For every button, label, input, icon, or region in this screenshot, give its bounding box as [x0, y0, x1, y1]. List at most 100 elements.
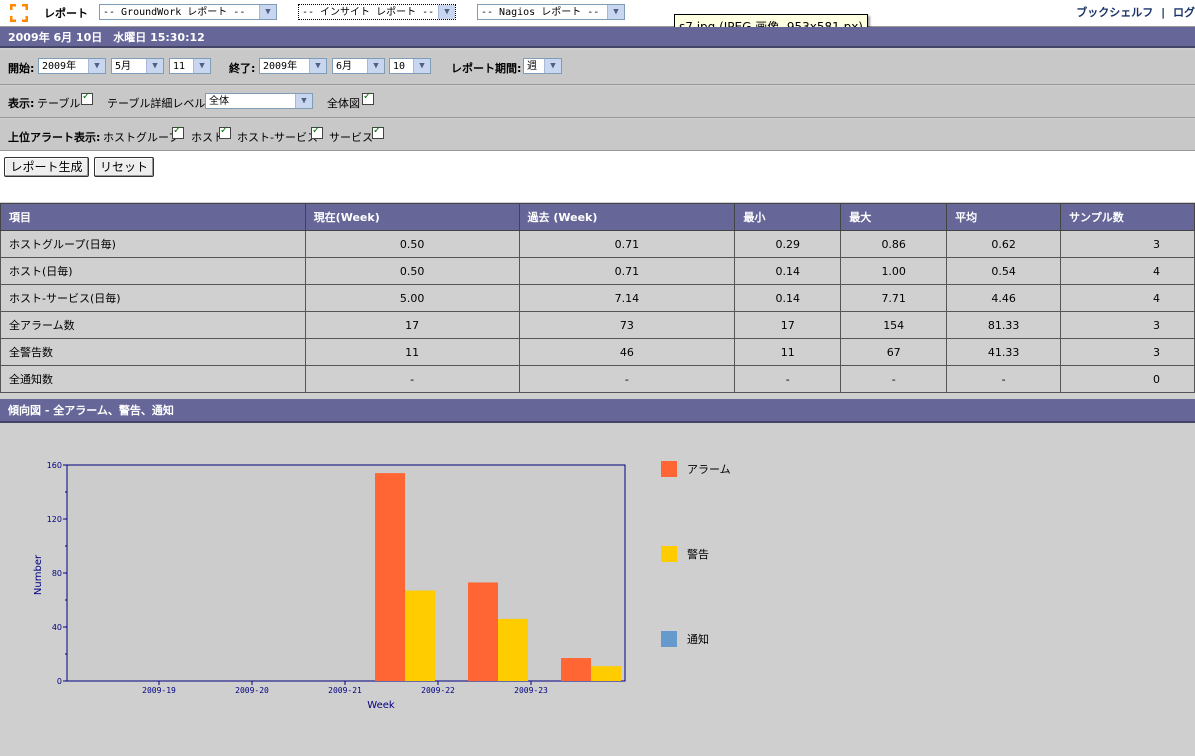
period-select[interactable]: 週 ▼: [523, 58, 562, 74]
cell-avg: 0.54: [946, 257, 1062, 285]
cell-avg: -: [946, 365, 1062, 393]
cell-samples: 4: [1060, 284, 1195, 312]
table-row: 全通知数 - - - - - 0: [0, 365, 1195, 393]
cell-max: 154: [840, 311, 948, 339]
top-links: ブックシェルフ | ログ: [1072, 4, 1195, 20]
cell-max: 67: [840, 338, 948, 366]
start-day-select[interactable]: 11 ▼: [169, 58, 211, 74]
host-service-checkbox[interactable]: [311, 125, 323, 139]
start-day-value: 11: [173, 61, 186, 72]
host-service-option-label: ホスト-サービス: [237, 131, 318, 144]
cell-max: 7.71: [840, 284, 948, 312]
cell-samples: 3: [1060, 338, 1195, 366]
cell-past: 46: [518, 338, 736, 366]
row-name: 全アラーム数: [0, 311, 306, 339]
cell-past: -: [518, 365, 736, 393]
end-year-select[interactable]: 2009年 ▼: [259, 58, 327, 74]
x-axis-label: Week: [367, 700, 395, 711]
top-alerts-label: 上位アラート表示:: [8, 131, 101, 144]
nagios-report-select[interactable]: -- Nagios レポート -- ▼: [477, 4, 625, 20]
column-header: 項目: [0, 203, 306, 231]
legend-label: アラーム: [687, 463, 731, 476]
cell-samples: 4: [1060, 257, 1195, 285]
column-header: 最小: [734, 203, 842, 231]
expand-icon[interactable]: [10, 4, 28, 22]
cell-past: 0.71: [518, 230, 736, 258]
host-option-label: ホスト: [191, 131, 224, 144]
cell-avg: 41.33: [946, 338, 1062, 366]
report-menu-label: レポート: [44, 7, 88, 20]
x-tick-label: 2009-23: [514, 686, 548, 695]
table-option-label: テーブル: [37, 97, 81, 110]
cell-current: 17: [304, 311, 520, 339]
stats-table: 項目 現在(Week) 過去 (Week) 最小 最大 平均 サンプル数 ホスト…: [0, 203, 1195, 393]
y-tick-label: 0: [57, 677, 62, 686]
cell-current: 11: [304, 338, 520, 366]
insight-report-select-value: -- インサイト レポート --: [302, 7, 435, 18]
chevron-down-icon: ▼: [413, 59, 430, 73]
plot-area: [66, 464, 626, 682]
chevron-down-icon: ▼: [193, 59, 210, 73]
groundwork-report-select[interactable]: -- GroundWork レポート -- ▼: [99, 4, 277, 20]
x-tick-label: 2009-22: [421, 686, 455, 695]
column-header: 現在(Week): [304, 203, 520, 231]
chevron-down-icon: ▼: [88, 59, 105, 73]
service-option-label: サービス: [329, 131, 373, 144]
button-bar: レポート生成 リセット: [0, 151, 1195, 202]
logout-link[interactable]: ログ: [1173, 6, 1195, 19]
top-toolbar: レポート -- GroundWork レポート -- ▼ -- インサイト レポ…: [0, 0, 1195, 27]
insight-report-select[interactable]: -- インサイト レポート -- ▼: [298, 4, 456, 20]
x-tick-label: 2009-19: [142, 686, 176, 695]
chevron-down-icon: ▼: [544, 59, 561, 73]
chevron-down-icon: ▼: [146, 59, 163, 73]
legend-label: 通知: [687, 632, 709, 646]
column-header: 過去 (Week): [518, 203, 736, 231]
service-checkbox[interactable]: [372, 125, 384, 139]
y-tick-label: 80: [52, 569, 62, 578]
start-month-select[interactable]: 5月 ▼: [111, 58, 164, 74]
cell-min: 11: [734, 338, 842, 366]
end-day-select[interactable]: 10 ▼: [389, 58, 431, 74]
row-name: ホストグループ(日毎): [0, 230, 306, 258]
end-year-value: 2009年: [263, 61, 298, 72]
bar-アラーム: [468, 582, 498, 681]
host-checkbox[interactable]: [219, 125, 231, 139]
start-year-select[interactable]: 2009年 ▼: [38, 58, 106, 74]
cell-past: 7.14: [518, 284, 736, 312]
chevron-down-icon: ▼: [607, 5, 624, 19]
cell-min: 0.14: [734, 257, 842, 285]
table-row: ホスト-サービス(日毎) 5.00 7.14 0.14 7.71 4.46 4: [0, 284, 1195, 312]
generate-report-button[interactable]: レポート生成: [4, 157, 89, 177]
table-checkbox[interactable]: [81, 91, 93, 105]
end-month-select[interactable]: 6月 ▼: [332, 58, 385, 74]
cell-current: 5.00: [304, 284, 520, 312]
hostgroup-checkbox[interactable]: [172, 125, 184, 139]
row-name: 全通知数: [0, 365, 306, 393]
y-tick-label: 120: [47, 515, 62, 524]
table-row: ホスト(日毎) 0.50 0.71 0.14 1.00 0.54 4: [0, 257, 1195, 285]
y-tick-label: 40: [52, 623, 62, 632]
top-alerts-row: 上位アラート表示: ホストグループ ホスト ホスト-サービス サービス: [0, 119, 1195, 151]
table-row: 全警告数 11 46 11 67 41.33 3: [0, 338, 1195, 366]
bar-警告: [498, 618, 528, 681]
cell-max: 1.00: [840, 257, 948, 285]
chevron-down-icon: ▼: [438, 5, 455, 19]
cell-samples: 3: [1060, 230, 1195, 258]
end-day-value: 10: [393, 61, 406, 72]
cell-samples: 3: [1060, 311, 1195, 339]
row-name: ホスト-サービス(日毎): [0, 284, 306, 312]
y-tick-label: 160: [47, 461, 62, 470]
x-tick-label: 2009-20: [235, 686, 269, 695]
period-label: レポート期間:: [451, 62, 522, 75]
detail-level-select[interactable]: 全体 ▼: [205, 93, 313, 109]
start-year-value: 2009年: [42, 61, 77, 72]
bookshelf-link[interactable]: ブックシェルフ: [1076, 6, 1154, 19]
reset-button[interactable]: リセット: [94, 157, 154, 177]
bar-警告: [405, 590, 435, 681]
display-label: 表示:: [8, 97, 35, 110]
nagios-report-select-value: -- Nagios レポート --: [481, 7, 600, 18]
cell-past: 0.71: [518, 257, 736, 285]
overview-checkbox[interactable]: [362, 91, 374, 105]
cell-avg: 81.33: [946, 311, 1062, 339]
legend-swatch: [661, 461, 677, 477]
